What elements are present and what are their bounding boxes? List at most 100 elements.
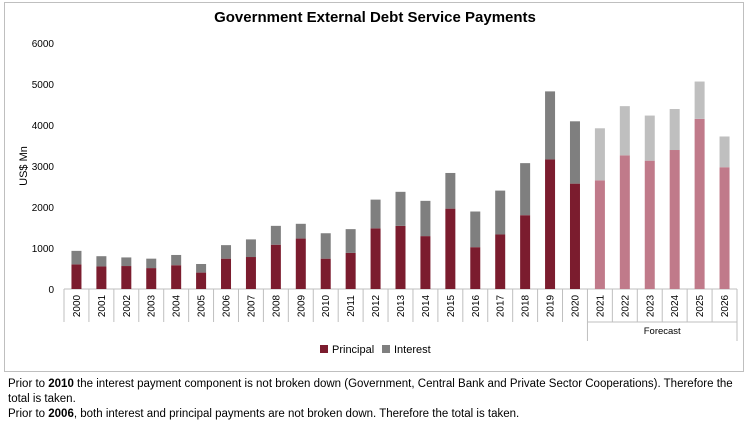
x-tick-label: 2019	[546, 294, 557, 317]
bar-principal-2020	[569, 183, 580, 289]
chart-frame	[4, 2, 744, 372]
bar-principal-2019	[545, 159, 556, 289]
footnote-1-year: 2010	[48, 378, 74, 390]
bar-interest-2004	[171, 254, 182, 266]
x-tick-label: 2009	[296, 294, 307, 317]
bar-principal-2026	[719, 167, 730, 289]
bar-principal-2016	[470, 247, 481, 289]
y-tick-label: 2000	[32, 203, 55, 214]
footnote-2-text-b: , both interest and principal payments a…	[73, 408, 520, 420]
legend-label-principal: Principal	[332, 344, 374, 356]
bar-interest-2024	[669, 109, 680, 151]
bar-interest-2002	[121, 257, 132, 267]
y-tick-label: 1000	[32, 244, 55, 255]
x-tick-label: 2017	[496, 294, 507, 317]
bar-interest-2025	[694, 81, 705, 119]
bar-principal-2011	[345, 252, 356, 289]
bar-interest-2018	[520, 163, 531, 216]
bar-interest-2008	[270, 225, 281, 245]
x-tick-label: 2026	[720, 294, 731, 317]
bar-interest-2011	[345, 229, 356, 253]
bar-principal-2000	[71, 264, 82, 289]
x-tick-label: 2025	[695, 294, 706, 317]
bar-principal-2021	[594, 180, 605, 289]
bar-interest-2016	[470, 211, 481, 248]
y-tick-label: 6000	[32, 39, 55, 50]
x-tick-label: 2018	[521, 294, 532, 317]
footnote-2-year: 2006	[48, 408, 74, 420]
footnote-2: Prior to 2006, both interest and princip…	[8, 407, 738, 422]
bar-principal-2002	[121, 266, 132, 289]
footnote-2-text-a: Prior to	[8, 408, 49, 420]
bar-principal-2010	[320, 258, 331, 289]
bar-principal-2025	[694, 118, 705, 289]
x-tick-label: 2002	[122, 294, 133, 317]
x-tick-label: 2020	[570, 294, 581, 317]
forecast-label: Forecast	[644, 326, 681, 337]
y-axis-title: US$ Mn	[18, 146, 30, 186]
x-tick-label: 2003	[147, 294, 158, 317]
bar-principal-2017	[495, 234, 506, 289]
x-tick-label: 2023	[645, 294, 656, 317]
x-tick-label: 2005	[197, 294, 208, 317]
bar-principal-2014	[420, 236, 431, 289]
x-tick-label: 2011	[346, 295, 357, 317]
bar-principal-2024	[669, 150, 680, 289]
legend-swatch-principal	[320, 345, 328, 353]
bar-interest-2003	[146, 258, 157, 269]
bar-interest-2026	[719, 136, 730, 168]
bar-interest-2022	[619, 106, 630, 156]
bar-interest-2000	[71, 250, 82, 265]
bar-principal-2005	[196, 272, 207, 289]
x-tick-label: 2000	[72, 294, 83, 317]
bar-interest-2023	[644, 115, 655, 161]
footnotes: Prior to 2010 the interest payment compo…	[8, 377, 738, 422]
x-tick-label: 2010	[321, 294, 332, 317]
bar-principal-2018	[520, 215, 531, 289]
x-tick-label: 2022	[620, 294, 631, 317]
bar-interest-2014	[420, 200, 431, 237]
bar-interest-2009	[295, 223, 306, 239]
bar-interest-2021	[594, 128, 605, 181]
bar-principal-2001	[96, 266, 107, 289]
bar-principal-2004	[171, 265, 182, 289]
x-tick-label: 2012	[371, 294, 382, 317]
x-tick-label: 2004	[172, 294, 183, 317]
footnote-1-text-a: Prior to	[8, 378, 49, 390]
bar-interest-2017	[495, 190, 506, 235]
footnote-1: Prior to 2010 the interest payment compo…	[8, 377, 738, 407]
bar-principal-2006	[221, 258, 232, 289]
bar-interest-2013	[395, 191, 406, 226]
bar-principal-2023	[644, 160, 655, 289]
bar-principal-2007	[245, 257, 256, 289]
bar-interest-2012	[370, 199, 381, 229]
legend-label-interest: Interest	[394, 344, 431, 356]
bar-principal-2015	[445, 208, 456, 289]
x-tick-label: 2016	[471, 294, 482, 317]
x-tick-label: 2006	[222, 294, 233, 317]
y-tick-label: 3000	[32, 162, 55, 173]
legend-swatch-interest	[382, 345, 390, 353]
bar-principal-2013	[395, 225, 406, 289]
bar-interest-2007	[245, 239, 256, 258]
bar-interest-2005	[196, 263, 207, 273]
x-tick-label: 2015	[446, 294, 457, 317]
bar-interest-2019	[545, 91, 556, 160]
bar-interest-2020	[569, 121, 580, 184]
y-tick-label: 5000	[32, 80, 55, 91]
chart-title: Government External Debt Service Payment…	[214, 9, 536, 26]
bar-principal-2022	[619, 155, 630, 289]
footnote-1-text-b: the interest payment component is not br…	[8, 378, 733, 405]
bar-principal-2008	[270, 244, 281, 289]
x-tick-label: 2024	[670, 294, 681, 317]
x-tick-label: 2014	[421, 294, 432, 317]
bar-interest-2006	[221, 245, 232, 259]
x-tick-label: 2001	[97, 294, 108, 317]
bar-interest-2015	[445, 172, 456, 209]
bar-principal-2003	[146, 268, 157, 289]
y-tick-label: 0	[48, 285, 54, 296]
y-tick-label: 4000	[32, 121, 55, 132]
x-tick-label: 2007	[246, 294, 257, 317]
x-tick-label: 2021	[595, 294, 606, 317]
bar-principal-2012	[370, 228, 381, 289]
